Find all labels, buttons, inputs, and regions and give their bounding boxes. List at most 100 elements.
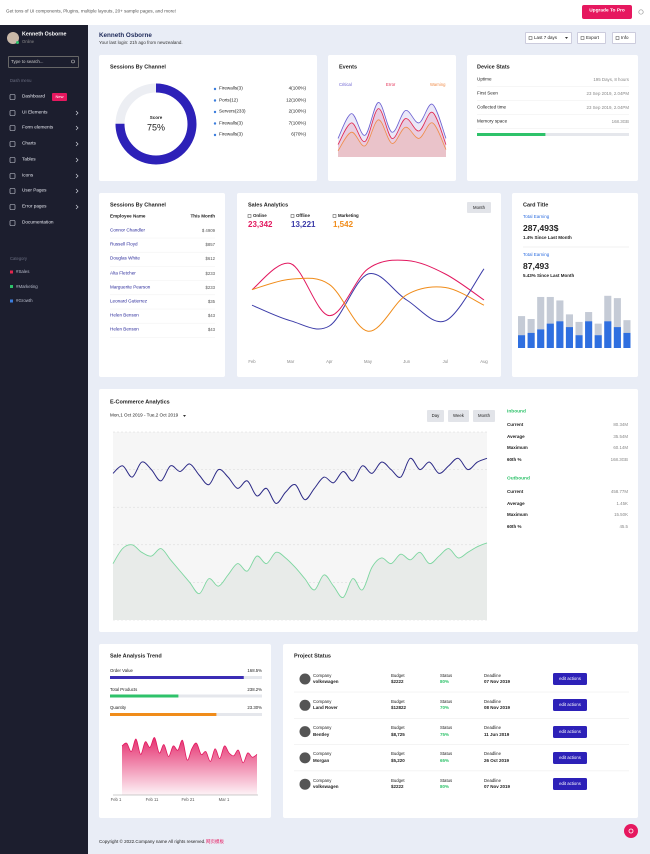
search-placeholder[interactable]: Type to search...: [11, 58, 44, 64]
item-label: Servers(233): [219, 108, 246, 114]
field-label: Deadline: [484, 698, 501, 704]
footer-link[interactable]: 网页模板: [206, 838, 224, 844]
header-button[interactable]: [612, 32, 636, 44]
edit-button-label[interactable]: edit actions: [559, 728, 581, 734]
edit-button-label[interactable]: edit actions: [559, 754, 581, 760]
chevron-icon: [75, 125, 79, 131]
header-button-label[interactable]: Last 7 days: [534, 34, 558, 40]
upgrade-button[interactable]: [582, 5, 632, 19]
menu-item[interactable]: UI Elements: [22, 109, 48, 115]
earning-change: 1.4% Since Last Month: [523, 234, 572, 240]
menu-item[interactable]: Error pages: [22, 203, 47, 209]
stats-value: 60.14M: [613, 445, 628, 451]
menu-icon: [9, 125, 16, 131]
field-label: Status: [440, 751, 453, 757]
category-label: Category: [10, 255, 27, 261]
sessions-donut-card: [99, 55, 317, 181]
menu-item[interactable]: Charts: [22, 140, 36, 146]
range-button[interactable]: [448, 410, 469, 422]
budget-value: $8,725: [391, 731, 405, 737]
range-button-label[interactable]: Month: [478, 412, 490, 418]
edit-button-label[interactable]: edit actions: [559, 781, 581, 787]
employee-name[interactable]: Russell Floyd: [110, 241, 138, 247]
stats-label: Maximum: [507, 445, 528, 451]
menu-item[interactable]: Icons: [22, 172, 34, 178]
header-button[interactable]: [577, 32, 606, 44]
legend-label: Marketing: [338, 212, 359, 218]
category-item[interactable]: #Sales: [16, 268, 30, 274]
header-name: Kenneth Osborne: [99, 31, 152, 39]
range-button[interactable]: [427, 410, 444, 422]
employee-name[interactable]: Helen Benson: [110, 327, 139, 333]
user-status: Online: [22, 38, 35, 44]
status-dot: [16, 41, 19, 44]
progress-fill: [477, 133, 546, 136]
header-button[interactable]: [525, 32, 572, 44]
deadline-value: 07 Nov 2019: [484, 678, 511, 684]
employee-name[interactable]: Alta Fletcher: [110, 270, 136, 276]
employee-name[interactable]: Marguerite Pearson: [110, 284, 151, 290]
stats-label: 60th %: [507, 456, 522, 462]
button-icon: [615, 36, 620, 40]
upgrade-button-label[interactable]: Upgrade To Pro: [589, 8, 625, 14]
card-title: Device Stats: [477, 64, 510, 71]
employee-name[interactable]: Helen Benson: [110, 312, 139, 318]
x-tick-label: Mar 1: [218, 796, 230, 802]
copyright: Copyright © 2022.Company name All rights…: [99, 838, 206, 844]
menu-item[interactable]: Form elements: [22, 124, 54, 130]
stats-label: Current: [507, 421, 524, 427]
field-label: Deadline: [484, 751, 501, 757]
menu-item[interactable]: Tables: [22, 156, 36, 162]
bar: [613, 327, 621, 348]
employee-name[interactable]: Connor Chandler: [110, 227, 145, 233]
edit-button[interactable]: [553, 699, 587, 712]
edit-button-label[interactable]: edit actions: [559, 702, 581, 708]
header-button-label[interactable]: Info: [621, 34, 629, 40]
employee-name[interactable]: Douglas White: [110, 256, 140, 262]
card-title: Card Title: [523, 202, 549, 209]
progress-label: Order Value: [110, 667, 133, 673]
range-button[interactable]: [473, 410, 495, 422]
menu-item[interactable]: User Pages: [22, 187, 47, 193]
company-avatar: [299, 699, 311, 711]
stats-value: 45.5: [619, 523, 628, 529]
fab-button[interactable]: [624, 824, 638, 838]
date-range[interactable]: Mon,1 Oct 2019 - Tue,2 Oct 2019: [110, 412, 179, 418]
item-value: 6(70%): [291, 131, 306, 137]
series-total: 1,542: [333, 220, 354, 229]
edit-button[interactable]: [553, 725, 587, 738]
employee-name[interactable]: Leonard Gutierrez: [110, 298, 148, 304]
edit-button-label[interactable]: edit actions: [559, 675, 581, 681]
earning-label: Total Earning: [523, 213, 550, 219]
edit-button[interactable]: [553, 673, 587, 685]
menu-label: Dash menu: [10, 77, 32, 83]
promo-text: Get tons of UI components, Plugins, mult…: [6, 8, 176, 14]
card-title: E-Commerce Analytics: [110, 399, 170, 406]
menu-icon: [9, 110, 16, 116]
menu-item[interactable]: Documentation: [22, 219, 54, 225]
search-box[interactable]: [8, 56, 79, 68]
range-button-label[interactable]: Day: [431, 412, 440, 418]
month-button-label[interactable]: Month: [473, 204, 485, 210]
chevron-icon: [75, 110, 79, 116]
category-item[interactable]: #Marketing: [16, 283, 38, 289]
month-button[interactable]: [467, 202, 491, 213]
card-title: Sale Analysis Trend: [110, 653, 162, 660]
menu-item[interactable]: Dashboard: [22, 93, 45, 99]
employee-value: $43: [207, 313, 215, 319]
bar: [623, 332, 631, 348]
field-label: Budget: [391, 777, 405, 783]
edit-button[interactable]: [553, 751, 587, 764]
area: [338, 119, 446, 157]
menu-icon: [9, 157, 16, 163]
edit-button[interactable]: [553, 778, 587, 791]
stats-heading: Outbound: [507, 476, 530, 482]
range-button-label[interactable]: Week: [453, 412, 464, 418]
category-item[interactable]: #Growth: [16, 297, 33, 303]
header-button-label[interactable]: Export: [586, 34, 600, 40]
legend-label: Warning: [430, 81, 446, 87]
area: [122, 737, 257, 795]
status-value: 75%: [440, 731, 450, 737]
